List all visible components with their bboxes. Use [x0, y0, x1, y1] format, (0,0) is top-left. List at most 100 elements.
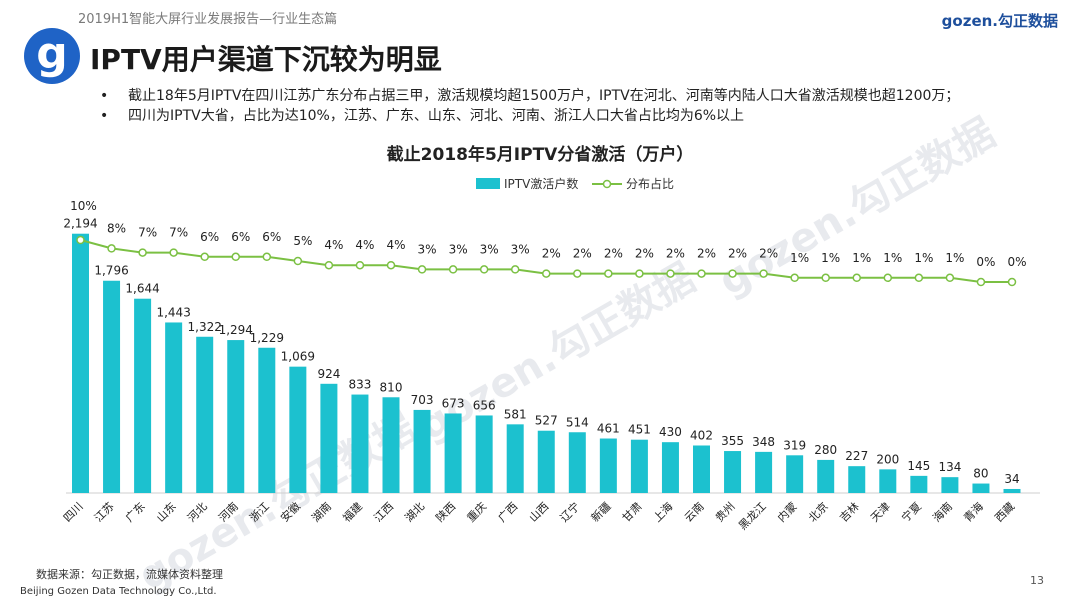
line-data-label: 2% — [604, 247, 623, 261]
line-data-label: 6% — [231, 230, 250, 244]
company-name: Beijing Gozen Data Technology Co.,Ltd. — [20, 586, 217, 597]
line-point — [417, 265, 427, 274]
bullet-item: 截止18年5月IPTV在四川江苏广东分布占据三甲，激活规模均超1500万户，IP… — [100, 86, 959, 106]
bar-data-label: 355 — [721, 434, 744, 448]
line-data-label: 3% — [449, 242, 468, 256]
bar — [320, 383, 338, 493]
line-data-label: 1% — [945, 251, 964, 265]
line-point — [604, 269, 613, 278]
x-tick-label: 黑龙江 — [736, 500, 769, 533]
bar — [568, 432, 586, 493]
bar — [1003, 488, 1021, 493]
x-tick-label: 内蒙 — [774, 499, 799, 524]
bar-data-label: 461 — [597, 422, 620, 436]
bar — [413, 409, 431, 493]
bar — [972, 483, 990, 493]
line-point — [76, 235, 85, 245]
bar-data-label: 227 — [845, 449, 868, 463]
bar — [72, 233, 89, 493]
line-point — [759, 269, 768, 278]
page-number: 13 — [1030, 574, 1044, 587]
bar-data-label: 319 — [783, 438, 806, 452]
line-point — [666, 269, 675, 278]
x-tick-label: 山西 — [527, 500, 552, 525]
bar — [537, 430, 555, 493]
line-point — [976, 277, 986, 287]
x-tick-label: 天津 — [868, 500, 893, 525]
line-point — [852, 273, 861, 283]
bar — [599, 438, 617, 493]
page-title: IPTV用户渠道下沉较为明显 — [90, 43, 442, 76]
x-tick-label: 湖北 — [402, 500, 427, 525]
bar-data-label: 514 — [566, 415, 589, 429]
x-tick-label: 湖南 — [309, 500, 334, 525]
x-tick-label: 北京 — [805, 499, 830, 524]
line-data-label: 2% — [728, 247, 747, 261]
bar-data-label: 1,644 — [125, 282, 159, 296]
line-point — [293, 256, 303, 266]
bar-data-label: 810 — [380, 380, 403, 394]
bar — [879, 469, 897, 493]
logo-icon: g — [24, 28, 80, 84]
line-point — [324, 260, 334, 270]
bar — [661, 442, 679, 493]
line-point — [635, 269, 644, 278]
bar-data-label: 1,229 — [250, 331, 284, 345]
line-data-label: 6% — [200, 230, 219, 244]
chart-title: 截止2018年5月IPTV分省激活（万户） — [387, 144, 694, 165]
bar-data-label: 1,443 — [156, 305, 190, 319]
line-point — [697, 269, 706, 278]
line-data-label: 2% — [635, 247, 654, 261]
line-data-label: 4% — [324, 238, 343, 252]
bar — [910, 475, 928, 493]
line-point — [169, 248, 178, 257]
line-data-label: 8% — [107, 221, 126, 235]
bar-data-label: 1,069 — [281, 350, 315, 364]
bar-data-label: 430 — [659, 425, 682, 439]
bar — [444, 413, 462, 493]
x-tick-label: 江西 — [371, 500, 396, 525]
bar-data-label: 348 — [752, 435, 775, 449]
legend-label-bar: IPTV激活户数 — [504, 176, 578, 191]
line-point — [790, 273, 799, 283]
x-tick-label: 西藏 — [992, 500, 1017, 525]
bar — [165, 322, 183, 493]
bar — [134, 298, 152, 493]
bar-data-label: 1,796 — [94, 264, 128, 278]
line-data-label: 0% — [976, 255, 995, 269]
x-tick-label: 安徽 — [278, 499, 303, 524]
line-point — [510, 265, 520, 274]
line-data-label: 7% — [169, 226, 188, 240]
line-point — [231, 252, 240, 262]
x-tick-label: 河南 — [216, 500, 241, 525]
x-tick-label: 江苏 — [92, 500, 117, 525]
bar-data-label: 280 — [814, 443, 837, 457]
line-point — [945, 273, 955, 283]
line-data-label: 4% — [386, 238, 405, 252]
bar — [351, 394, 369, 493]
report-title: 2019H1智能大屏行业发展报告—行业生态篇 — [78, 12, 338, 27]
bar — [817, 459, 835, 493]
x-tick-label: 广西 — [496, 500, 521, 525]
x-tick-label: 辽宁 — [557, 499, 582, 524]
x-tick-label: 甘肃 — [620, 500, 645, 525]
line-data-label: 2% — [759, 247, 778, 261]
line-data-label: 0% — [1007, 255, 1026, 269]
line-point — [200, 252, 209, 262]
x-tick-label: 青海 — [961, 499, 986, 524]
line-point — [138, 248, 147, 257]
bar-data-label: 1,294 — [219, 323, 253, 337]
line-data-label: 2% — [666, 247, 685, 261]
line-point — [914, 273, 924, 283]
line-data-label: 1% — [883, 251, 902, 265]
x-tick-label: 新疆 — [588, 499, 613, 524]
line-point — [573, 269, 582, 278]
bar-data-label: 673 — [442, 396, 465, 410]
line-point — [107, 244, 116, 253]
bar-data-label: 145 — [907, 459, 930, 473]
bar-data-label: 2,194 — [63, 217, 97, 231]
line-data-label: 1% — [852, 251, 871, 265]
line-data-label: 2% — [542, 247, 561, 261]
bullet-item: 四川为IPTV大省，占比为达10%，江苏、广东、山东、河北、河南、浙江人口大省占… — [100, 106, 959, 126]
